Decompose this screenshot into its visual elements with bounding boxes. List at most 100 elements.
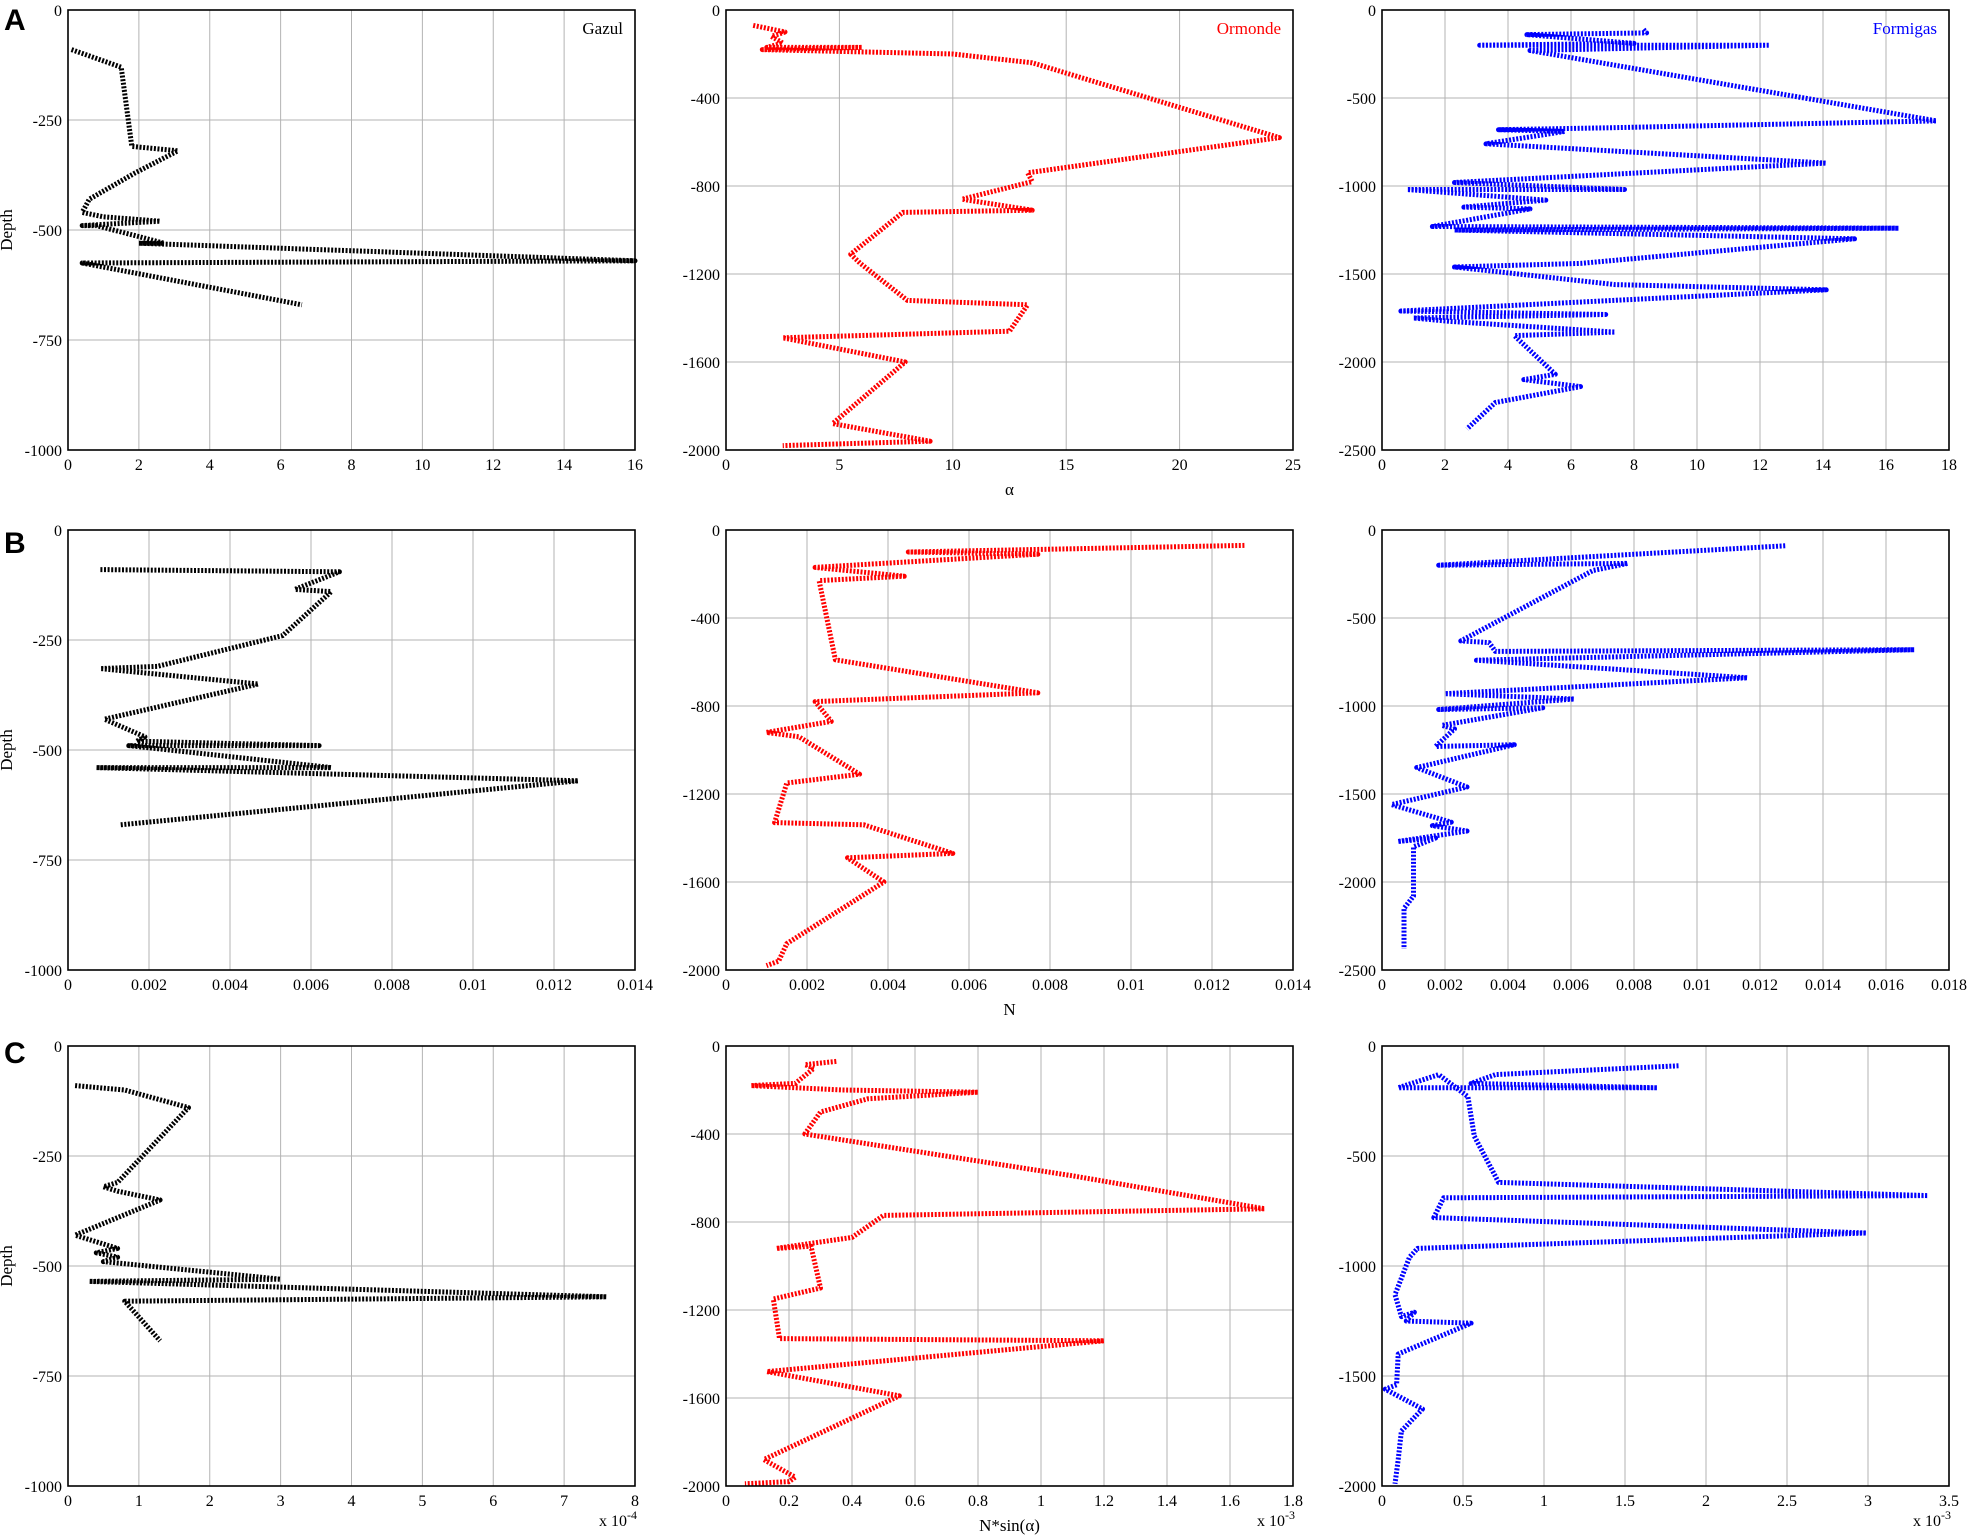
x-axis-label: N [1003,1000,1015,1019]
y-tick-label: -400 [691,91,720,108]
data-series-line [744,1058,1268,1487]
chart-a-1: 0 2 4 6 8 10 12 14 16 0 -250 -500 -750 -1000 Gazul Dept… [0,3,643,474]
x-tick-label: 1 [1540,1493,1548,1510]
y-tick-label: 0 [1368,3,1376,20]
x-tick-label: 2.5 [1777,1493,1797,1510]
axis-multiplier: x 10-4 [599,1508,637,1530]
y-tick-label: -2000 [683,1479,720,1496]
x-tick-label: 0 [1378,457,1386,474]
y-tick-label: -1200 [683,1303,720,1320]
y-tick-label: -1500 [1339,267,1376,284]
x-tick-label: 0 [722,977,730,994]
x-tick-label: 16 [627,457,643,474]
y-tick-label: -750 [33,853,62,870]
y-tick-label: -1200 [683,267,720,284]
x-tick-label: 0.006 [1553,977,1589,994]
x-axis-label: N*sin(α) [979,1516,1040,1535]
data-series-line [1382,1063,1931,1485]
data-series-line [1398,27,1939,431]
x-tick-label: 0.002 [1427,977,1463,994]
x-tick-label: 0.018 [1931,977,1967,994]
chart-a-2: 0 5 10 15 20 25 0 -400 -800 -1200 -1600 -2000 Ormond… [683,3,1301,499]
y-tick-label: 0 [54,3,62,20]
panel-letter-a: A [4,4,26,37]
y-axis-label: Depth [0,729,16,771]
y-tick-label: -500 [33,1259,62,1276]
y-tick-label: 0 [1368,1039,1376,1056]
chart-c-3: 0 0.5 1 1.5 2 2.5 3 3.5 0 -500 -1000 -1500 -2000 x 10… [1339,1039,1959,1530]
panel-letter-c: C [4,1037,26,1070]
x-tick-label: 0.004 [1490,977,1526,994]
y-tick-label: -1600 [683,875,720,892]
y-tick-label: -1000 [25,963,62,980]
x-tick-label: 0.008 [1032,977,1068,994]
x-tick-label: 18 [1941,457,1957,474]
x-tick-label: 12 [1752,457,1768,474]
x-tick-label: 1.8 [1283,1493,1303,1510]
x-tick-label: 5 [418,1493,426,1510]
y-tick-label: -750 [33,1369,62,1386]
y-tick-label: 0 [54,1039,62,1056]
y-tick-label: -1000 [1339,699,1376,716]
x-tick-label: 0.01 [1117,977,1145,994]
y-tick-label: -2000 [683,963,720,980]
plot-frame [725,9,1294,451]
y-tick-label: -400 [691,611,720,628]
data-series-line [764,542,1245,968]
x-tick-label: 0.014 [1275,977,1311,994]
x-tick-label: 10 [945,457,961,474]
y-tick-label: -1600 [683,355,720,372]
y-tick-label: -800 [691,1215,720,1232]
plot-frame [67,1045,636,1487]
y-tick-label: -500 [1347,611,1376,628]
x-tick-label: 0 [64,977,72,994]
y-axis-label: Depth [0,209,16,251]
x-tick-label: 0 [64,1493,72,1510]
x-tick-label: 0.4 [842,1493,862,1510]
x-tick-label: 2 [135,457,143,474]
data-series-line [72,1083,610,1343]
data-series-line [1389,543,1917,949]
y-tick-label: -1500 [1339,787,1376,804]
y-tick-label: 0 [54,523,62,540]
y-axis-label: Depth [0,1245,16,1287]
y-tick-label: -1500 [1339,1369,1376,1386]
x-tick-label: 0.014 [617,977,653,994]
x-tick-label: 8 [348,457,356,474]
y-tick-label: -1000 [25,443,62,460]
x-tick-label: 1.6 [1220,1493,1240,1510]
x-axis-label: α [1005,480,1014,499]
y-tick-label: -1200 [683,787,720,804]
data-series-line [93,567,581,828]
x-tick-label: 15 [1058,457,1074,474]
y-tick-label: -500 [1347,91,1376,108]
x-tick-label: 0.002 [789,977,825,994]
x-tick-label: 0.012 [1194,977,1230,994]
x-tick-label: 5 [835,457,843,474]
y-tick-label: -1000 [1339,1259,1376,1276]
x-tick-label: 0.004 [212,977,248,994]
y-tick-label: -1000 [25,1479,62,1496]
x-tick-label: 0.01 [459,977,487,994]
y-tick-label: -2500 [1339,443,1376,460]
y-tick-label: -2500 [1339,963,1376,980]
panel-letter-b: B [4,527,26,560]
x-tick-label: 0.012 [1742,977,1778,994]
x-tick-label: 2 [1441,457,1449,474]
y-tick-label: -250 [33,1149,62,1166]
chart-b-3: 0 0.002 0.004 0.006 0.008 0.01 0.012 0.014 0.016… [1339,523,1967,994]
x-tick-label: 14 [1815,457,1831,474]
y-tick-label: -800 [691,179,720,196]
chart-title: Gazul [582,19,623,38]
x-tick-label: 6 [489,1493,497,1510]
axis-multiplier: x 10-3 [1257,1508,1295,1530]
x-tick-label: 0 [1378,977,1386,994]
x-tick-label: 3 [277,1493,285,1510]
axis-multiplier: x 10-3 [1913,1508,1951,1530]
chart-title: Ormonde [1217,19,1281,38]
x-tick-label: 0.2 [779,1493,799,1510]
plot-frame [1381,529,1950,971]
y-tick-label: -250 [33,633,62,650]
y-tick-label: 0 [712,523,720,540]
